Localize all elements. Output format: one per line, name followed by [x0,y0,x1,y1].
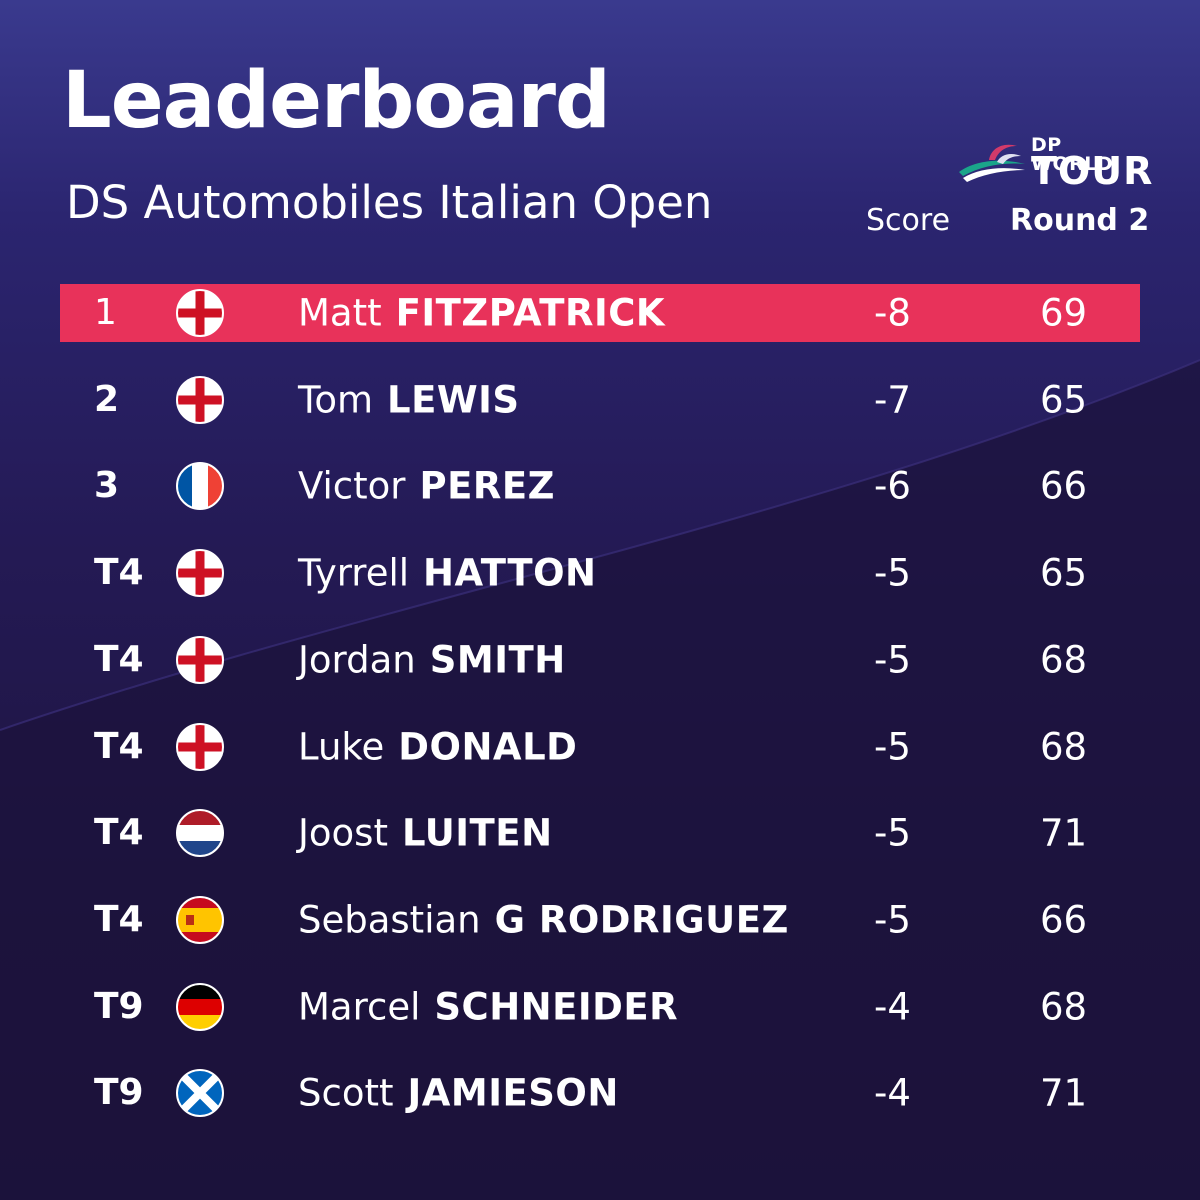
france-flag-icon [176,462,224,511]
total-score: -4 [874,985,911,1029]
position: T4 [94,812,144,854]
total-score: -5 [874,811,911,855]
player-last-name: DONALD [398,725,578,768]
round-score: 68 [1040,725,1088,768]
tour-swoosh-icon [959,144,1025,182]
total-score: -6 [874,464,911,508]
player-first-name: Marcel [298,985,421,1029]
round-score: 66 [1040,898,1088,942]
player-first-name: Joost [298,811,388,855]
position: 2 [94,378,120,420]
player-last-name: HATTON [423,551,597,595]
table-row: 3 Victor PEREZ -6 66 [60,457,1140,515]
player-name: Sebastian G RODRIGUEZ [298,901,789,938]
player-last-name: G RODRIGUEZ [494,898,789,942]
player-last-name: LUITEN [401,811,553,855]
round-score: 71 [1040,1071,1088,1115]
england-flag-icon [176,635,224,684]
england-flag-icon [176,289,224,337]
player-first-name: Scott [298,1071,394,1115]
position: T4 [94,552,144,594]
position: 1 [94,292,117,333]
netherlands-flag-icon [176,809,224,858]
player-first-name: Tyrrell [298,551,410,595]
player-name: Luke DONALD [298,728,577,765]
position: T9 [94,1072,144,1114]
dp-world-tour-logo: DP WORLD TOUR [955,130,1152,192]
total-score: -8 [874,291,911,335]
total-score: -5 [874,638,911,682]
player-last-name: FITZPATRICK [395,291,666,335]
table-row: T9 Scott JAMIESON -4 71 [60,1064,1140,1122]
table-row: T9 Marcel SCHNEIDER -4 68 [60,978,1140,1036]
player-first-name: Sebastian [298,898,481,942]
round-score: 71 [1040,811,1088,855]
player-name: Victor PEREZ [298,468,555,505]
scotland-flag-icon [176,1069,224,1118]
page-title: Leaderboard [62,56,611,146]
player-name: Marcel SCHNEIDER [298,988,678,1025]
player-first-name: Jordan [298,638,416,682]
player-last-name: SCHNEIDER [434,985,679,1029]
round-score: 65 [1040,378,1088,422]
england-flag-icon [176,375,224,424]
table-row: T4 Sebastian G RODRIGUEZ -5 66 [60,891,1140,949]
player-name: Joost LUITEN [298,815,553,852]
total-score: -4 [874,1071,911,1115]
column-header-score: Score [866,203,951,238]
player-name: Tyrrell HATTON [298,555,597,592]
leader-row: 1 Matt FITZPATRICK -8 69 [60,284,1140,342]
position: T4 [94,725,144,767]
table-row: T4 Tyrrell HATTON -5 65 [60,544,1140,602]
total-score: -5 [874,725,911,768]
position: T4 [94,638,144,680]
table-row: T4 Luke DONALD -5 68 [60,718,1140,776]
position: T4 [94,898,144,940]
tournament-name: DS Automobiles Italian Open [66,176,713,229]
germany-flag-icon [176,982,224,1031]
position: T9 [94,985,144,1027]
table-row: 2 Tom LEWIS -7 65 [60,371,1140,429]
round-score: 68 [1040,985,1088,1029]
player-name: Scott JAMIESON [298,1075,619,1112]
player-last-name: SMITH [429,638,566,682]
player-name: Jordan SMITH [298,641,566,678]
position: 3 [94,465,120,507]
column-header-round: Round 2 [1010,203,1150,238]
player-name: Tom LEWIS [298,381,520,418]
total-score: -5 [874,551,911,595]
logo-text-top: DP WORLD [1031,134,1114,175]
player-last-name: PEREZ [419,464,555,508]
logo-text-bottom: TOUR [1031,149,1154,193]
player-name: Matt FITZPATRICK [298,295,665,332]
round-score: 69 [1040,291,1088,335]
player-last-name: JAMIESON [407,1071,619,1115]
england-flag-icon [176,722,224,771]
total-score: -7 [874,378,911,422]
spain-flag-icon [176,895,224,944]
total-score: -5 [874,898,911,942]
player-last-name: LEWIS [387,378,520,422]
player-first-name: Victor [298,464,406,508]
table-row: T4 Jordan SMITH -5 68 [60,631,1140,689]
england-flag-icon [176,549,224,598]
round-score: 68 [1040,638,1088,682]
player-first-name: Luke [298,725,385,768]
player-first-name: Tom [298,378,373,422]
player-first-name: Matt [298,291,382,335]
round-score: 66 [1040,464,1088,508]
round-score: 65 [1040,551,1088,595]
table-row: T4 Joost LUITEN -5 71 [60,804,1140,862]
